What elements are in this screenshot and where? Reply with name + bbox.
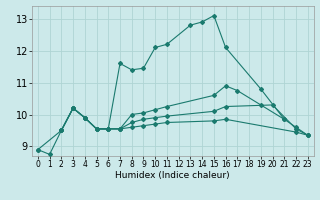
X-axis label: Humidex (Indice chaleur): Humidex (Indice chaleur) — [116, 171, 230, 180]
